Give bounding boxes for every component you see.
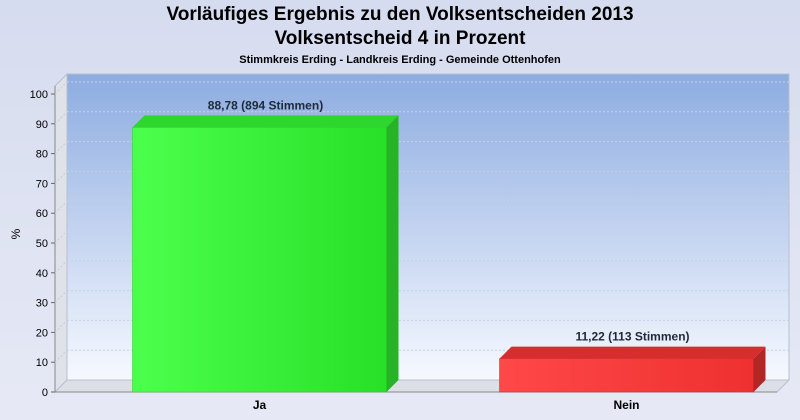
grid-line-side xyxy=(54,230,68,244)
y-tick-label: 20 xyxy=(36,327,48,339)
y-tick-label: 80 xyxy=(36,149,48,161)
x-tick-label: Nein xyxy=(613,398,639,412)
bar-side-ja xyxy=(386,115,399,392)
bar-side-nein xyxy=(753,346,766,392)
plot-side-wall xyxy=(54,72,68,394)
grid-line-side xyxy=(54,171,68,184)
y-tick-label: 60 xyxy=(36,208,48,220)
grid-line-side xyxy=(54,200,68,214)
y-tick-label: 100 xyxy=(30,89,48,101)
y-axis-label: % xyxy=(9,228,23,239)
data-label: 11,22 (113 Stimmen) xyxy=(575,330,689,344)
y-tick-label: 50 xyxy=(36,238,48,250)
chart-subtitle: Stimmkreis Erding - Landkreis Erding - G… xyxy=(239,54,561,66)
data-label: 88,78 (894 Stimmen) xyxy=(208,98,323,112)
grid-line-side xyxy=(54,111,68,125)
chart-title: Vorläufiges Ergebnis zu den Volksentsche… xyxy=(166,4,634,25)
y-tick-label: 0 xyxy=(42,387,48,399)
bar-top-nein xyxy=(499,346,766,359)
bar-top-ja xyxy=(132,115,399,128)
grid-line-side xyxy=(54,260,68,274)
y-tick-label: 10 xyxy=(36,357,48,369)
grid-line-side xyxy=(54,81,68,95)
bar-ja xyxy=(132,127,387,393)
chart-subtitle-line: Volksentscheid 4 in Prozent xyxy=(274,28,526,49)
grid-line-side xyxy=(54,320,68,333)
grid-line-side xyxy=(54,290,68,303)
y-tick-label: 70 xyxy=(36,178,48,190)
bar-nein xyxy=(499,358,754,393)
grid-line-side xyxy=(54,141,68,154)
y-tick-label: 40 xyxy=(36,268,48,280)
y-tick-label: 30 xyxy=(36,298,48,310)
x-tick-label: Ja xyxy=(253,398,267,412)
grid-line-side xyxy=(54,349,68,363)
y-tick-label: 90 xyxy=(36,119,48,131)
